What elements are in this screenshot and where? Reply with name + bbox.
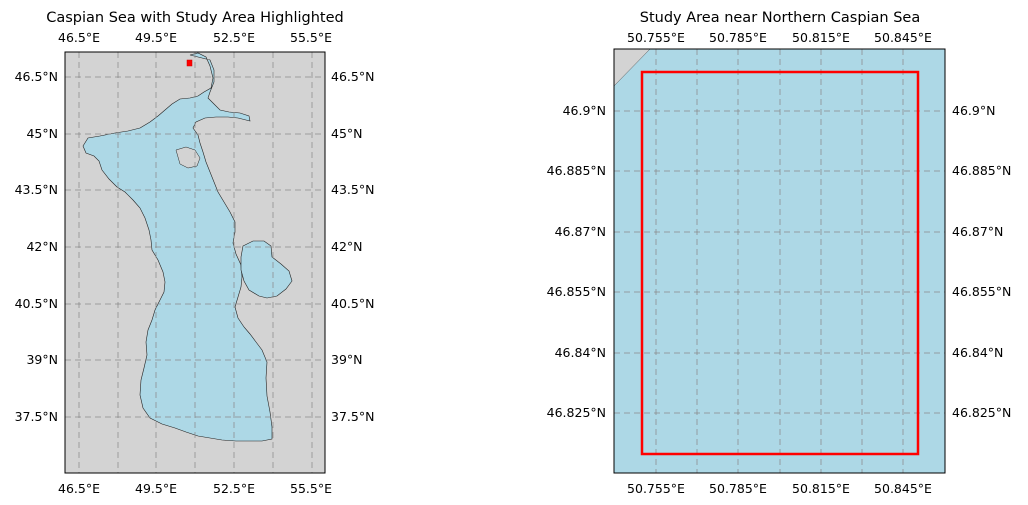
right-right-lat-tick: 46.9°N (952, 103, 995, 118)
left-lat-tick: 37.5°N (15, 409, 58, 424)
left-bottom-lon-tick: 55.5°E (290, 481, 332, 496)
right-map-frame (613, 48, 946, 474)
left-map-frame (64, 51, 326, 474)
left-bottom-lon-tick: 52.5°E (213, 481, 255, 496)
right-left-lat-tick: 46.825°N (547, 405, 606, 420)
right-bottom-lon-tick: 50.845°E (874, 481, 932, 496)
right-right-lat-tick: 46.855°N (952, 284, 1011, 299)
left-map-right-lat-tick: 39°N (331, 352, 363, 367)
right-bottom-lon-tick: 50.815°E (792, 481, 850, 496)
left-top-lon-tick: 52.5°E (213, 30, 255, 45)
kara-bogaz-gol (240, 240, 293, 299)
left-map-right-lat-tick: 45°N (331, 126, 363, 141)
left-lat-tick: 45°N (26, 126, 58, 141)
left-lat-tick: 46.5°N (15, 69, 58, 84)
right-left-lat-tick: 46.885°N (547, 163, 606, 178)
right-bottom-lon-tick: 50.755°E (627, 481, 685, 496)
left-map-right-lat-tick: 46.5°N (331, 69, 374, 84)
left-lat-tick: 42°N (26, 239, 58, 254)
right-right-lat-tick: 46.84°N (952, 345, 1003, 360)
right-right-lat-tick: 46.825°N (952, 405, 1011, 420)
island (175, 146, 201, 169)
left-map-right-lat-tick: 40.5°N (331, 296, 374, 311)
right-map: Study Area near Northern Caspian Sea 50.… (547, 10, 1012, 496)
right-left-lat-tick: 46.84°N (555, 345, 606, 360)
left-map: Caspian Sea with Study Area Highlighted … (15, 10, 375, 496)
study-area-box (640, 70, 920, 456)
left-map-right-lat-tick: 37.5°N (331, 409, 374, 424)
left-bottom-lon-tick: 49.5°E (135, 481, 177, 496)
right-top-lon-tick: 50.845°E (874, 30, 932, 45)
right-right-lat-tick: 46.885°N (952, 163, 1011, 178)
right-top-lon-tick: 50.785°E (709, 30, 767, 45)
left-map-right-lat-tick: 42°N (331, 239, 363, 254)
right-left-lat-tick: 46.87°N (555, 224, 606, 239)
left-lat-tick: 39°N (26, 352, 58, 367)
left-lat-tick: 43.5°N (15, 182, 58, 197)
left-lat-tick: 40.5°N (15, 296, 58, 311)
right-left-lat-tick: 46.855°N (547, 284, 606, 299)
left-top-lon-tick: 55.5°E (290, 30, 332, 45)
left-top-lon-tick: 49.5°E (135, 30, 177, 45)
left-top-lon-tick: 46.5°E (58, 30, 100, 45)
right-left-lat-tick: 46.9°N (563, 103, 606, 118)
right-bottom-lon-tick: 50.785°E (709, 481, 767, 496)
right-map-title: Study Area near Northern Caspian Sea (640, 10, 921, 26)
right-top-lon-tick: 50.815°E (792, 30, 850, 45)
left-map-right-lat-tick: 43.5°N (331, 182, 374, 197)
right-right-lat-tick: 46.87°N (952, 224, 1003, 239)
right-top-lon-tick: 50.755°E (627, 30, 685, 45)
left-bottom-lon-tick: 46.5°E (58, 481, 100, 496)
left-map-title: Caspian Sea with Study Area Highlighted (46, 10, 344, 26)
study-area-marker (186, 59, 193, 67)
